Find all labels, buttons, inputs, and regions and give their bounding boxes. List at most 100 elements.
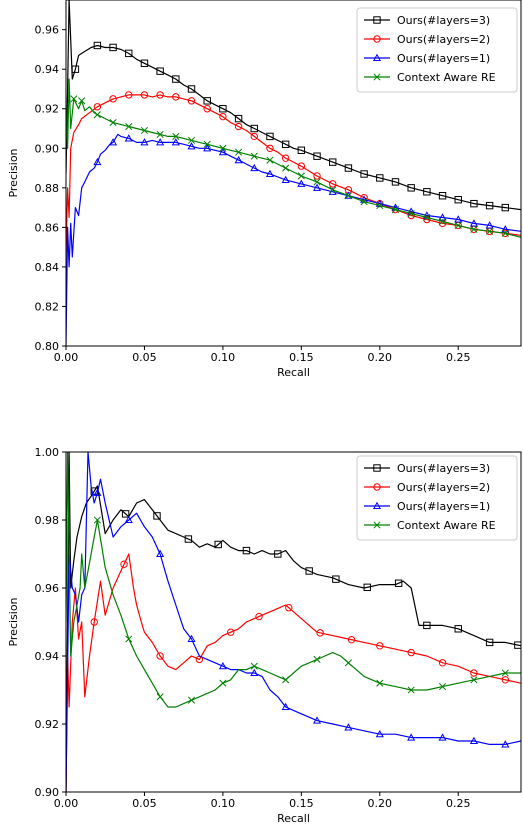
data-point — [250, 132, 258, 141]
series-line — [66, 133, 521, 346]
legend-item: Ours(#layers=2) — [364, 33, 490, 46]
data-point — [281, 154, 290, 162]
data-point — [344, 659, 352, 667]
data-point — [407, 686, 415, 694]
data-point — [485, 201, 494, 210]
y-axis-label: Precision — [7, 148, 20, 197]
series-line — [66, 553, 521, 792]
data-point — [360, 194, 368, 202]
data-point — [93, 516, 101, 524]
y-tick-label: 0.96 — [35, 582, 60, 595]
data-point — [203, 140, 211, 148]
y-tick-label: 0.82 — [35, 300, 60, 313]
data-point — [250, 163, 259, 172]
axes-frame — [65, 0, 522, 347]
data-point — [219, 144, 227, 152]
x-tick-label: 0.20 — [368, 351, 393, 364]
legend-label: Ours(#layers=1) — [397, 500, 490, 513]
legend-item: Ours(#layers=2) — [364, 481, 490, 494]
data-point — [156, 549, 165, 558]
legend-box — [356, 7, 518, 93]
data-point — [313, 178, 321, 186]
data-point — [423, 215, 431, 224]
data-point — [234, 122, 243, 131]
data-point — [329, 180, 337, 188]
y-tick-label: 0.98 — [35, 514, 60, 527]
y-axis-label: Precision — [7, 597, 20, 646]
data-point — [266, 144, 274, 152]
data-point — [281, 702, 290, 711]
data-point — [485, 638, 494, 647]
legend-box — [356, 455, 518, 541]
data-point — [227, 628, 235, 636]
data-point — [376, 642, 384, 650]
data-point — [172, 75, 180, 83]
data-point — [394, 579, 403, 587]
data-point — [344, 164, 353, 172]
data-point — [407, 733, 416, 741]
data-point — [156, 693, 164, 701]
legend-label: Ours(#layers=2) — [397, 481, 490, 494]
legend-label: Context Aware RE — [397, 71, 496, 84]
data-point — [391, 178, 400, 186]
data-point — [266, 132, 274, 141]
data-point — [125, 91, 133, 99]
series-line — [66, 0, 521, 211]
legend-item: Ours(#layers=3) — [364, 462, 490, 475]
legend-label: Ours(#layers=3) — [397, 462, 490, 475]
y-tick-label: 0.84 — [35, 261, 60, 274]
legend: Ours(#layers=3) Ours(#layers=2) Ours(#laye… — [356, 455, 518, 541]
x-tick-label: 0.00 — [54, 797, 79, 810]
data-point — [78, 97, 86, 105]
data-point — [109, 95, 117, 103]
data-point — [140, 126, 149, 135]
data-point — [124, 515, 133, 524]
data-point — [423, 621, 431, 630]
y-tick-label: 0.86 — [35, 221, 60, 234]
x-axis-label: Recall — [277, 812, 310, 825]
data-point — [187, 634, 196, 643]
data-point — [407, 184, 415, 192]
data-point — [156, 130, 164, 138]
data-point — [274, 550, 282, 558]
data-point — [125, 122, 133, 131]
data-point — [297, 146, 306, 154]
data-point — [438, 659, 447, 667]
x-tick-label: 0.00 — [54, 351, 79, 364]
x-tick-label: 0.15 — [289, 797, 314, 810]
series-2 — [66, 91, 521, 258]
series-1 — [66, 0, 521, 212]
data-point — [407, 211, 415, 220]
series-4 — [66, 78, 521, 238]
data-point — [485, 221, 494, 229]
data-point — [312, 183, 322, 191]
y-tick-label: 1.00 — [35, 446, 60, 459]
series-line — [66, 452, 521, 792]
x-tick-label: 0.10 — [211, 351, 236, 364]
series-line — [66, 78, 521, 238]
data-point — [347, 635, 356, 644]
data-point — [363, 583, 371, 592]
data-point — [156, 652, 164, 660]
data-point — [218, 661, 227, 670]
data-point — [156, 138, 165, 146]
data-point — [250, 152, 258, 160]
data-point — [454, 221, 462, 229]
data-point — [470, 676, 478, 684]
data-point — [70, 95, 78, 103]
legend-label: Ours(#layers=2) — [397, 33, 490, 46]
legend-item: Ours(#layers=1) — [364, 52, 490, 65]
plot-area — [66, 0, 521, 346]
data-point — [172, 93, 180, 101]
legend: Ours(#layers=3) Ours(#layers=2) Ours(#laye… — [356, 7, 518, 93]
data-point — [391, 206, 400, 214]
data-point — [407, 648, 415, 657]
series-4 — [66, 452, 521, 708]
data-point — [187, 136, 196, 144]
data-point — [153, 512, 161, 520]
data-point — [501, 676, 510, 684]
y-tick-label: 0.80 — [35, 340, 60, 353]
plot-area — [66, 452, 521, 792]
x-tick-label: 0.25 — [446, 351, 471, 364]
